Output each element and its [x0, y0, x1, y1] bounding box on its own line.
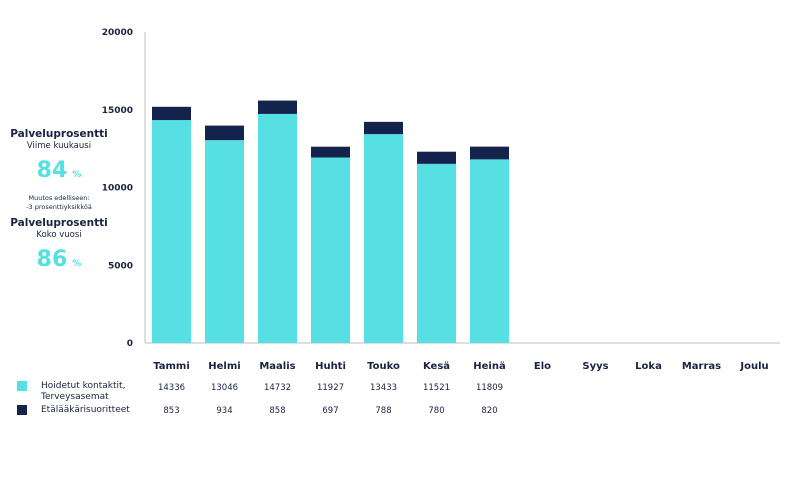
kpi-subtitle-full-year: Koko vuosi [36, 230, 82, 240]
bar-contacts-4 [311, 157, 350, 343]
y-tick-label: 20000 [102, 28, 133, 38]
data-label: 820 [481, 406, 497, 416]
data-label: 697 [322, 406, 338, 416]
x-tick-label: Maalis [259, 361, 295, 372]
y-tick-label: 5000 [108, 261, 133, 271]
kpi-number-last-month: 84 [36, 158, 68, 183]
kpi-value-full-year: 86% [0, 247, 118, 277]
bar-remote-5 [364, 121, 403, 135]
x-tick-label: Joulu [739, 361, 768, 372]
bar-contacts-2 [205, 140, 244, 343]
data-label: 934 [216, 406, 232, 416]
y-tick-label: 0 [127, 339, 133, 349]
bar-contacts-6 [417, 163, 456, 343]
kpi-change-line2: -3 prosenttiyksikköä [26, 202, 92, 211]
y-tick-label: 15000 [102, 106, 133, 116]
x-tick-label: Touko [367, 361, 400, 372]
x-tick-label: Loka [635, 361, 662, 372]
data-label: 14336 [158, 383, 185, 393]
bar-contacts-7 [470, 159, 509, 343]
x-tick-label: Elo [534, 361, 551, 372]
data-label: 780 [428, 406, 444, 416]
kpi-number-full-year: 86 [36, 247, 68, 272]
bar-contacts-5 [364, 134, 403, 343]
kpi-change-line1: Muutos edelliseen: [28, 194, 90, 202]
data-label: 13046 [211, 383, 238, 393]
bar-remote-4 [311, 146, 350, 158]
x-tick-label: Huhti [315, 361, 346, 372]
kpi-title-full-year: Palveluprosentti [10, 217, 108, 229]
kpi-subtitle-last-month: Viime kuukausi [26, 141, 92, 151]
x-tick-label: Marras [682, 361, 721, 372]
bar-remote-2 [205, 125, 244, 141]
y-tick-label: 10000 [102, 184, 133, 194]
kpi-unit-last-month: % [72, 170, 82, 180]
data-label: 11927 [317, 383, 344, 393]
bar-remote-6 [417, 151, 456, 164]
x-tick-label: Helmi [208, 361, 240, 372]
data-label: 858 [269, 406, 285, 416]
x-tick-label: Kesä [423, 361, 450, 372]
bar-remote-7 [470, 146, 509, 160]
data-label: 11809 [476, 383, 503, 393]
x-tick-label: Heinä [473, 361, 505, 372]
data-label: 14732 [264, 383, 291, 393]
bar-contacts-3 [258, 113, 297, 344]
bar-remote-1 [152, 106, 191, 121]
kpi-title-last-month: Palveluprosentti [10, 128, 108, 140]
bar-remote-3 [258, 100, 297, 114]
data-label: 11521 [423, 383, 450, 393]
data-label: 853 [163, 406, 179, 416]
kpi-value-last-month: 84% [0, 158, 118, 188]
kpi-panel: Palveluprosentti Viime kuukausi 84% Muut… [0, 128, 118, 283]
kpi-change-note: Muutos edelliseen: -3 prosenttiyksikköä [0, 194, 118, 211]
x-tick-label: Syys [582, 361, 608, 372]
data-label: 788 [375, 406, 391, 416]
kpi-unit-full-year: % [72, 259, 82, 269]
bar-contacts-1 [152, 120, 191, 344]
data-label: 13433 [370, 383, 397, 393]
x-tick-label: Tammi [153, 361, 190, 372]
